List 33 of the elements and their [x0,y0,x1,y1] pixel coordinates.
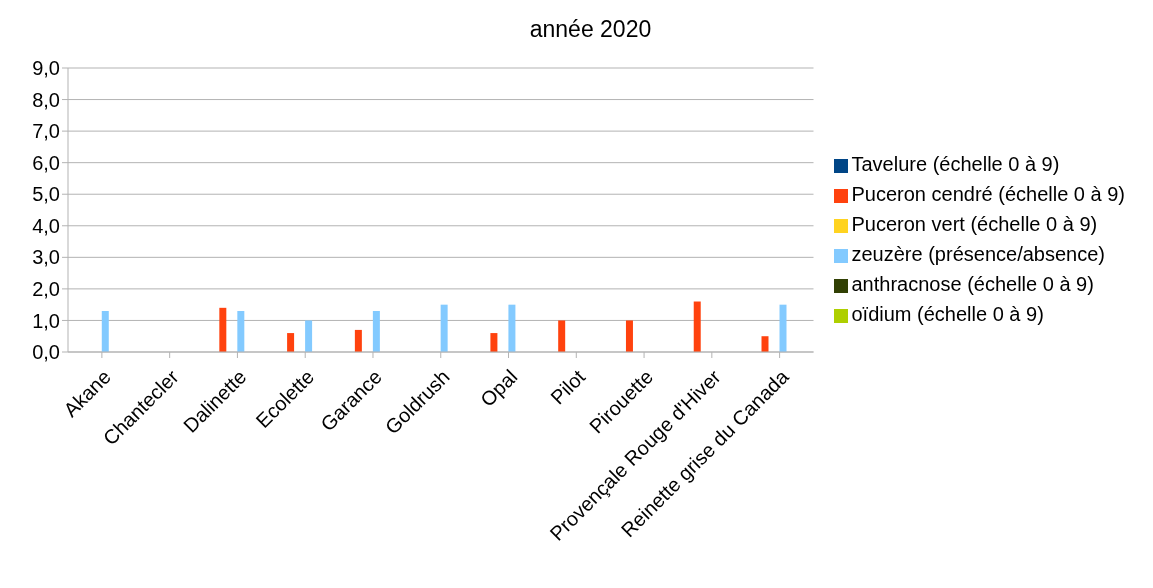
bar [372,310,380,352]
bar [625,320,633,352]
y-tick-label: 5,0 [32,183,60,206]
y-tick-label: 7,0 [32,120,60,143]
y-tick-label: 6,0 [32,151,60,174]
legend-label: Puceron vert (échelle 0 à 9) [851,213,1098,235]
y-tick-label: 2,0 [32,277,60,300]
y-tick-label: 4,0 [32,214,60,237]
bar [761,336,769,352]
legend-label: Tavelure (échelle 0 à 9) [851,153,1060,175]
bar [354,329,362,352]
bar [490,333,498,352]
y-tick-label: 1,0 [32,309,60,332]
bar [693,301,701,352]
legend-label: Puceron cendré (échelle 0 à 9) [851,183,1125,205]
y-tick-label: 0,0 [32,341,60,364]
legend-label: anthracnose (échelle 0 à 9) [851,273,1094,295]
chart-title: année 2020 [528,16,653,43]
bar [558,320,566,352]
bar [440,304,448,352]
y-tick-label: 8,0 [32,88,60,111]
x-tick-label: Pilot [546,365,590,409]
bar [101,310,109,352]
bar [779,304,787,352]
legend-label: zeuzère (présence/absence) [851,243,1105,265]
bar [219,307,227,352]
y-tick-label: 9,0 [32,57,60,80]
bar [305,320,313,352]
y-tick-label: 3,0 [32,246,60,269]
legend-label: oïdium (échelle 0 à 9) [851,303,1044,325]
bar [237,310,245,352]
bar [508,304,516,352]
bar [287,333,295,352]
